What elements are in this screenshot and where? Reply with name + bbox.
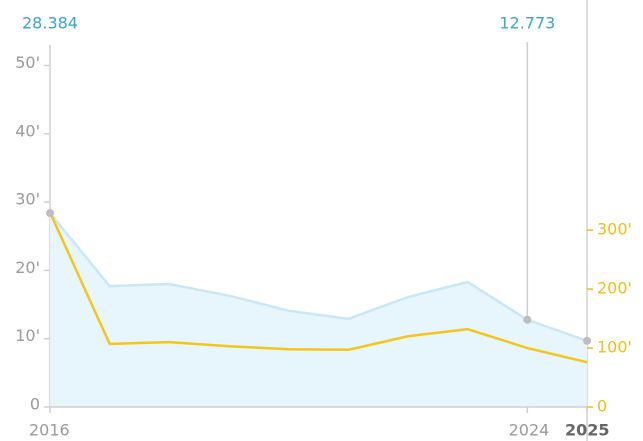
- y2-tick-label: 100': [597, 338, 632, 357]
- value-label: 28.384: [22, 14, 78, 33]
- y-tick-label: 0: [30, 395, 40, 414]
- x-tick-label: 2024: [509, 421, 550, 440]
- marker: [46, 209, 54, 218]
- y-tick-label: 20': [15, 258, 40, 277]
- y-tick-label: 50': [15, 53, 40, 72]
- series-line: [49, 212, 588, 342]
- marker: [523, 315, 532, 324]
- x-tick-label: 2025: [565, 421, 610, 440]
- y2-tick-label: 300': [597, 220, 632, 239]
- y2-tick-label: 200': [597, 279, 632, 298]
- marker: [583, 336, 591, 345]
- y-tick-label: 30': [15, 190, 40, 209]
- y-tick-label: 40': [15, 121, 40, 140]
- area: [50, 213, 587, 407]
- y2-tick-label: 0: [597, 397, 607, 416]
- value-label: 12.773: [499, 14, 555, 33]
- y-tick-label: 10': [15, 326, 40, 345]
- series-line: [48, 211, 588, 364]
- x-tick-label: 2016: [29, 421, 70, 440]
